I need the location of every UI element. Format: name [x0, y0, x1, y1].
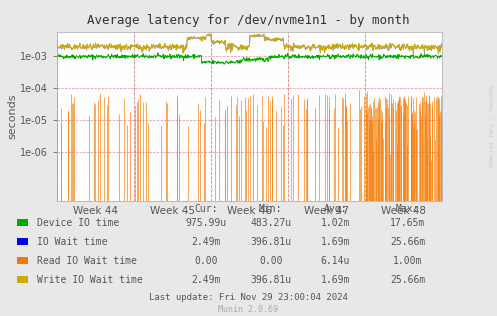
Text: 396.81u: 396.81u [250, 275, 291, 285]
Text: 0.00: 0.00 [259, 256, 283, 266]
Text: Min:: Min: [259, 204, 283, 214]
Text: Read IO Wait time: Read IO Wait time [37, 256, 137, 266]
Y-axis label: seconds: seconds [7, 94, 17, 139]
Text: Device IO time: Device IO time [37, 218, 119, 228]
Text: 1.00m: 1.00m [393, 256, 422, 266]
Text: 0.00: 0.00 [194, 256, 218, 266]
Text: 25.66m: 25.66m [390, 275, 425, 285]
Text: 2.49m: 2.49m [191, 237, 221, 247]
Text: 396.81u: 396.81u [250, 237, 291, 247]
Text: 2.49m: 2.49m [191, 275, 221, 285]
Text: Avg:: Avg: [324, 204, 347, 214]
Text: Max:: Max: [396, 204, 419, 214]
Text: 975.99u: 975.99u [186, 218, 227, 228]
Text: 17.65m: 17.65m [390, 218, 425, 228]
Text: Munin 2.0.69: Munin 2.0.69 [219, 305, 278, 314]
Text: 25.66m: 25.66m [390, 237, 425, 247]
Text: Average latency for /dev/nvme1n1 - by month: Average latency for /dev/nvme1n1 - by mo… [87, 14, 410, 27]
Text: 1.02m: 1.02m [321, 218, 350, 228]
Text: RRDTOOL / TOBI OETIKER: RRDTOOL / TOBI OETIKER [487, 85, 492, 168]
Text: Cur:: Cur: [194, 204, 218, 214]
Text: Last update: Fri Nov 29 23:00:04 2024: Last update: Fri Nov 29 23:00:04 2024 [149, 293, 348, 302]
Text: 1.69m: 1.69m [321, 275, 350, 285]
Text: Write IO Wait time: Write IO Wait time [37, 275, 143, 285]
Text: IO Wait time: IO Wait time [37, 237, 108, 247]
Text: 1.69m: 1.69m [321, 237, 350, 247]
Text: 483.27u: 483.27u [250, 218, 291, 228]
Text: 6.14u: 6.14u [321, 256, 350, 266]
